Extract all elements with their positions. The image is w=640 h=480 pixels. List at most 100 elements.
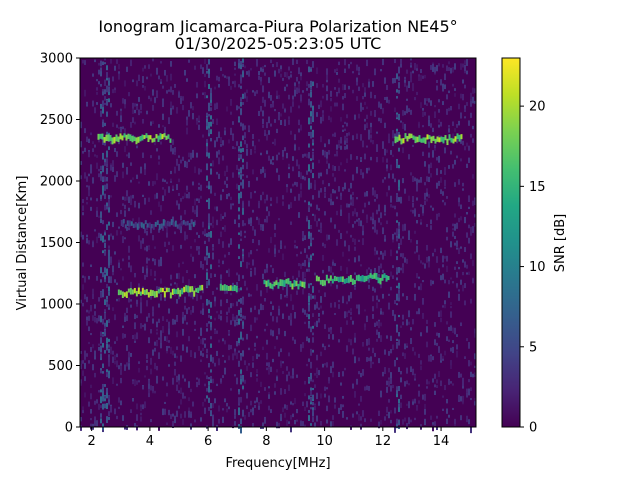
noise-cell (456, 124, 458, 128)
noise-cell (324, 292, 326, 297)
noise-cell (362, 83, 364, 88)
noise-cell (420, 260, 422, 264)
noise-cell (210, 88, 212, 95)
noise-cell (82, 150, 84, 154)
noise-cell (152, 311, 154, 317)
noise-cell (288, 163, 290, 168)
noise-cell (120, 126, 122, 129)
noise-cell (416, 245, 418, 253)
noise-cell (418, 123, 420, 127)
noise-cell (222, 241, 224, 248)
noise-cell (118, 64, 120, 70)
noise-cell (186, 193, 188, 199)
noise-cell (90, 132, 92, 136)
noise-cell (210, 376, 212, 380)
noise-cell (352, 89, 354, 94)
noise-cell (286, 374, 288, 382)
noise-cell (302, 175, 304, 180)
noise-cell (352, 71, 354, 74)
noise-cell (92, 101, 94, 107)
noise-cell (126, 307, 128, 314)
noise-cell (106, 101, 108, 106)
noise-cell (140, 243, 142, 249)
noise-cell (104, 89, 106, 95)
noise-cell (382, 146, 384, 149)
noise-cell (238, 397, 240, 404)
noise-cell (238, 153, 240, 159)
noise-cell (454, 159, 456, 165)
noise-cell (462, 188, 464, 191)
noise-cell (244, 223, 246, 226)
noise-cell (424, 393, 426, 401)
noise-cell (350, 292, 352, 299)
noise-cell (198, 249, 200, 252)
noise-cell (266, 194, 268, 201)
trace-cell (227, 286, 230, 291)
noise-cell (146, 316, 148, 322)
noise-cell (286, 404, 288, 410)
noise-cell (322, 310, 324, 315)
noise-cell (88, 138, 90, 144)
noise-cell (210, 328, 212, 331)
noise-cell (178, 178, 180, 183)
noise-cell (204, 228, 206, 234)
trace-cell (162, 219, 165, 226)
noise-cell (336, 150, 338, 157)
noise-cell (234, 319, 236, 327)
noise-cell (460, 415, 462, 421)
noise-cell (404, 417, 406, 422)
noise-cell (112, 271, 114, 276)
noise-cell (212, 247, 214, 251)
noise-cell (368, 267, 370, 270)
noise-cell (202, 302, 204, 309)
trace-cell (349, 274, 352, 282)
noise-cell (232, 133, 234, 136)
noise-cell (94, 154, 96, 157)
noise-cell (274, 109, 276, 112)
noise-cell (186, 346, 188, 353)
noise-cell (380, 335, 382, 342)
noise-cell (396, 162, 398, 169)
noise-cell (80, 363, 82, 370)
noise-cell (312, 105, 314, 112)
noise-cell (250, 148, 252, 155)
noise-cell (442, 83, 444, 88)
noise-cell (396, 228, 398, 234)
noise-cell (122, 415, 124, 421)
noise-cell (398, 332, 400, 337)
noise-cell (292, 98, 294, 102)
noise-cell (378, 299, 380, 302)
noise-cell (190, 102, 192, 109)
noise-cell (108, 291, 110, 296)
noise-cell (258, 75, 260, 80)
trace-cell (221, 285, 224, 291)
noise-cell (174, 231, 176, 235)
noise-cell (94, 229, 96, 232)
noise-cell (308, 206, 310, 213)
noise-cell (336, 102, 338, 107)
noise-cell (264, 269, 266, 274)
noise-cell (296, 277, 298, 280)
noise-cell (454, 182, 456, 187)
noise-cell (458, 293, 460, 301)
noise-cell (184, 396, 186, 399)
noise-cell (104, 277, 106, 283)
noise-cell (450, 306, 452, 309)
noise-cell (240, 298, 242, 304)
noise-cell (108, 357, 110, 365)
noise-cell (386, 335, 388, 339)
noise-cell (310, 390, 312, 396)
trace-cell (159, 133, 162, 140)
trace-cell (315, 275, 318, 282)
noise-cell (280, 348, 282, 353)
noise-cell (396, 267, 398, 273)
trace-cell (335, 276, 338, 282)
noise-cell (258, 70, 260, 76)
noise-cell (422, 297, 424, 305)
noise-cell (332, 334, 334, 340)
noise-cell (428, 261, 430, 268)
noise-cell (352, 199, 354, 206)
noise-cell (350, 202, 352, 206)
noise-cell (80, 141, 82, 146)
noise-cell (322, 83, 324, 88)
